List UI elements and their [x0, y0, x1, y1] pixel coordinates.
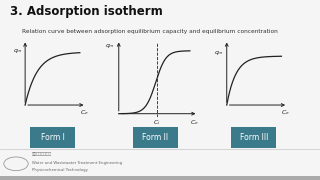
Text: 清华大学环境学院: 清华大学环境学院 [32, 152, 52, 156]
Text: $C_e$: $C_e$ [281, 108, 290, 117]
Text: Form II: Form II [142, 133, 168, 142]
Text: Form III: Form III [240, 133, 268, 142]
Text: $C_e$: $C_e$ [190, 118, 199, 127]
Text: Physicochemical Technology: Physicochemical Technology [32, 168, 88, 172]
Text: $q_m$: $q_m$ [214, 49, 224, 57]
Text: Form I: Form I [41, 133, 65, 142]
Text: $C_i$: $C_i$ [153, 118, 161, 127]
Text: $q_m$: $q_m$ [12, 48, 22, 55]
Text: Water and Wastewater Treatment Engineering: Water and Wastewater Treatment Engineeri… [32, 161, 122, 165]
Text: $C_e$: $C_e$ [80, 108, 89, 117]
Text: Relation curve between adsorption equilibrium capacity and equilibrium concentra: Relation curve between adsorption equili… [22, 29, 278, 34]
Text: $q_m$: $q_m$ [105, 42, 115, 50]
Text: 3. Adsorption isotherm: 3. Adsorption isotherm [10, 5, 162, 18]
